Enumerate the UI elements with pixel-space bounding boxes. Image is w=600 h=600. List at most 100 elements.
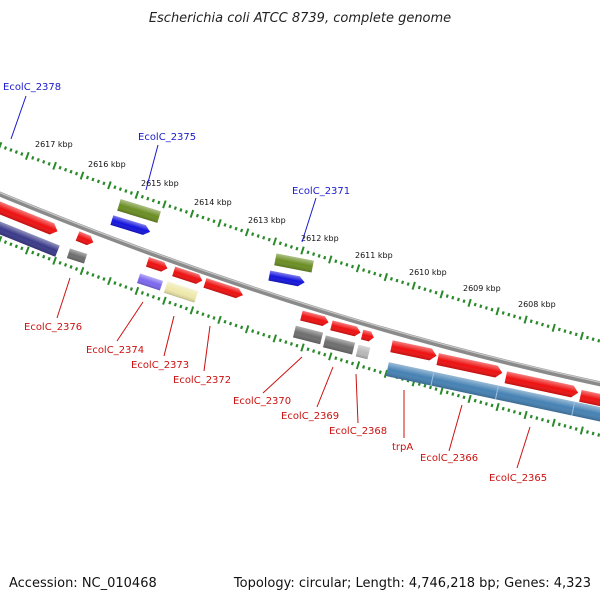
gene-label-EcolC_2366[interactable]: EcolC_2366 [420,453,478,464]
outer-ring-tick [24,151,30,161]
inner-ring-tick [217,315,222,324]
gene-red-2368[interactable] [360,329,375,343]
gene-label-trpA[interactable]: trpA [392,442,413,453]
outer-ring-tick [557,327,561,332]
outer-ring-tick [42,160,46,164]
gene-label-EcolC_2373[interactable]: EcolC_2373 [131,360,189,371]
outer-ring-tick [240,228,244,233]
gene-label-EcolC_2365[interactable]: EcolC_2365 [489,473,547,484]
inner-ring-tick [9,242,13,247]
outer-ring-tick [96,179,101,184]
gene-red-trpA[interactable] [390,340,437,361]
inner-ring-tick [312,349,316,353]
inner-ring-tick [535,416,539,420]
outer-ring-tick [69,169,73,174]
gene-gray-2376[interactable] [66,248,88,264]
inner-ring-tick [173,302,177,307]
gene-red-2376[interactable] [75,231,96,247]
gene-red-2370[interactable] [300,310,330,327]
inner-ring-tick [157,296,161,301]
gene-label-EcolC_2374[interactable]: EcolC_2374 [86,345,144,356]
outer-ring-tick [20,152,24,156]
inner-ring-tick [42,254,46,259]
gene-red-2372[interactable] [203,278,244,300]
gene-label-EcolC_2370[interactable]: EcolC_2370 [233,396,291,407]
outer-ring-tick [85,175,90,180]
inner-ring-tick [272,334,277,343]
inner-ring-tick [284,340,288,344]
inner-ring-tick [195,310,199,315]
outer-ring-tick [124,189,128,193]
gene-red-2369[interactable] [330,320,362,338]
outer-ring-tick [512,314,516,319]
inner-ring-tick [36,252,40,257]
inner-ring-tick [439,386,444,395]
gene-gray-2369[interactable] [322,335,356,355]
gene-label-EcolC_2371[interactable]: EcolC_2371 [292,186,350,197]
inner-ring-tick [495,402,500,412]
outer-ring-tick [107,181,112,190]
gene-red-2366[interactable] [436,353,503,378]
gene-khaki-2373[interactable] [163,281,199,303]
gene-label-EcolC_2372[interactable]: EcolC_2372 [173,375,231,386]
outer-ring-tick [278,241,282,246]
outer-ring-tick [563,329,567,333]
outer-ring-tick [36,158,40,162]
inner-ring-tick [184,306,188,311]
inner-ring-tick [228,321,233,326]
inner-ring-tick [378,370,382,375]
gene-label-EcolC_2376[interactable]: EcolC_2376 [24,322,82,333]
outer-ring-tick [212,219,216,224]
inner-ring-tick [107,276,112,286]
gene-label-EcolC_2368[interactable]: EcolC_2368 [329,426,387,437]
outer-ring-tick [262,235,266,240]
inner-ring-tick [295,343,299,348]
gene-label-EcolC_2369[interactable]: EcolC_2369 [281,411,339,422]
outer-ring-tick [507,312,511,317]
inner-ring-tick [79,266,85,276]
gene-gray-2370[interactable] [292,325,324,345]
outer-ring-tick [228,224,233,229]
inner-ring-tick [102,277,106,281]
gene-red-2374a[interactable] [145,257,169,273]
gene-label-EcolC_2378[interactable]: EcolC_2378 [3,82,61,93]
gene-red-right-edge[interactable] [579,389,600,410]
gene-violet-2374[interactable] [137,273,163,291]
inner-ring-tick [473,398,477,403]
gene-red-2373[interactable] [172,266,204,286]
gene-blue-2371[interactable] [268,270,305,288]
inner-ring-tick [74,267,79,271]
outer-ring-tick [295,246,299,251]
gene-forward-red-left[interactable] [0,194,60,237]
outer-ring-tick [406,282,410,286]
top-leader-lines [10,95,317,243]
outer-ring-tick [579,331,584,341]
outer-ring-tick [189,209,195,218]
gene-green-2371[interactable] [274,253,314,273]
outer-ring-tick [479,304,483,309]
outer-ring-tick [223,223,227,227]
inner-ring-tick [451,392,455,396]
gene-red-2365[interactable] [504,371,580,398]
gene-green-2375[interactable] [117,199,161,223]
inner-ring-tick [563,424,567,428]
inner-ring-tick [168,300,172,305]
gene-blue-2375[interactable] [110,215,151,236]
outer-ring-tick [184,210,188,214]
gene-lightgray-2368[interactable] [355,344,371,360]
outer-ring-tick [179,208,183,212]
inner-ring-tick [124,285,128,289]
inner-ring-tick [244,325,250,334]
scale-label-2609: 2609 kbp [463,284,501,293]
inner-ring-tick [278,338,282,343]
gene-steel-operon[interactable] [385,362,600,424]
gene-navy-left[interactable] [0,214,60,257]
outer-ring-tick [529,319,533,324]
scale-label-2613: 2613 kbp [248,216,286,225]
gene-label-EcolC_2375[interactable]: EcolC_2375 [138,132,196,143]
inner-ring-tick [467,394,472,404]
outer-ring-tick [345,262,349,267]
outer-ring-tick [339,261,343,265]
genome-backbone-highlight [0,192,600,383]
outer-ring-tick [473,302,477,307]
